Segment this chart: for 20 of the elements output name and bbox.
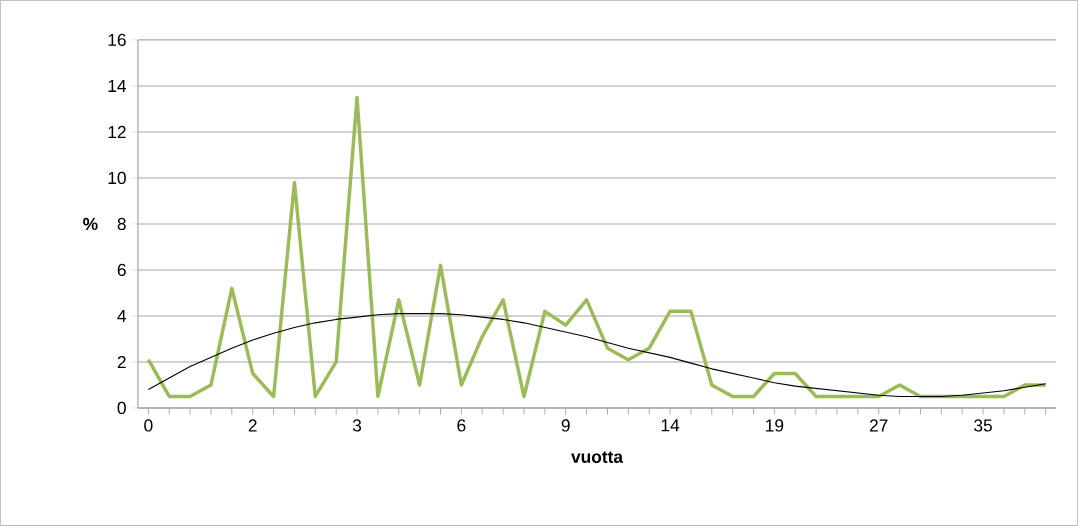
y-tick-label: 8 [117, 217, 126, 231]
x-tick-label: 9 [561, 419, 570, 432]
x-tick-label: 2 [248, 419, 257, 432]
x-tick-label: 19 [766, 419, 784, 432]
x-tick-label: 35 [974, 419, 992, 432]
y-tick-label: 6 [117, 263, 126, 277]
y-tick-label: 4 [117, 310, 127, 322]
y-tick-label: 0 [117, 401, 126, 415]
x-tick-label: 14 [661, 419, 680, 432]
y-tick-label: 10 [108, 171, 126, 185]
y-tick-label: 2 [117, 355, 126, 369]
y-tick-label: 12 [108, 125, 126, 139]
y-axis-title: % [83, 217, 98, 231]
x-tick-label: 3 [352, 419, 362, 432]
y-tick-label: 14 [108, 80, 127, 92]
x-tick-label: 6 [457, 419, 466, 432]
x-tick-label: 27 [869, 419, 888, 432]
x-axis-title: vuotta [571, 451, 624, 463]
x-tick-label: 0 [144, 419, 153, 432]
y-tick-label: 16 [108, 33, 126, 47]
